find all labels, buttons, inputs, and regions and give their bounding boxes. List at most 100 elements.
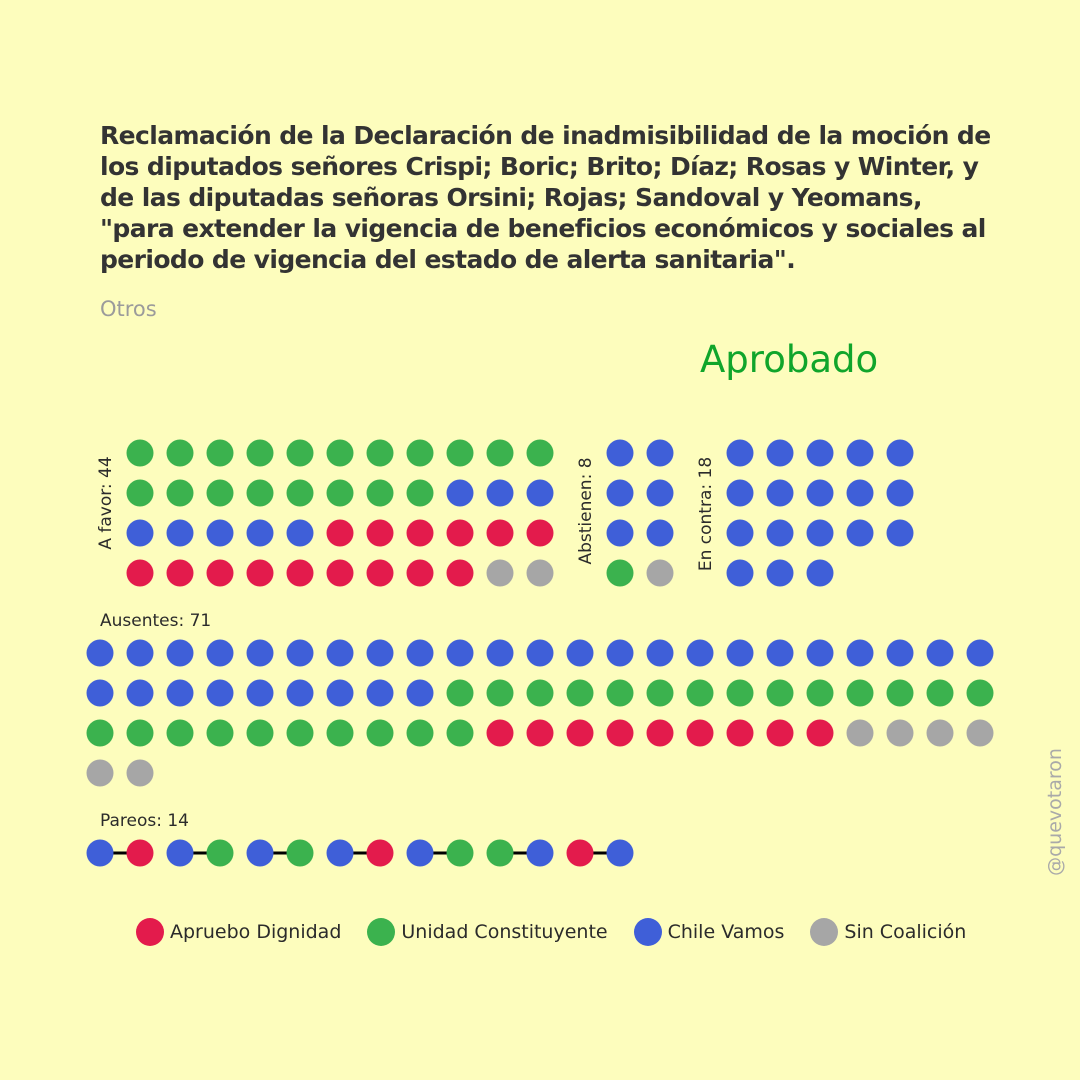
ausentes-seat-41 [806, 679, 834, 707]
favor-seat-21 [526, 479, 554, 507]
ausentes-seat-4 [246, 639, 274, 667]
legend-label: Apruebo Dignidad [170, 921, 342, 943]
ausentes-seat-54 [406, 719, 434, 747]
favor-seat-4 [286, 439, 314, 467]
ausentes-seat-11 [526, 639, 554, 667]
ausentes-seat-1 [126, 639, 154, 667]
ausentes-seat-45 [966, 679, 994, 707]
abstienen-seat-6 [606, 559, 634, 587]
ausentes-seat-58 [566, 719, 594, 747]
favor-seat-8 [446, 439, 474, 467]
ausentes-seat-10 [486, 639, 514, 667]
favor-seat-36 [246, 559, 274, 587]
favor-seat-31 [486, 519, 514, 547]
pareos-seat-3 [206, 839, 234, 867]
result-label: Aprobado [700, 338, 879, 381]
ausentes-seat-69 [86, 759, 114, 787]
pareos-seat-1 [126, 839, 154, 867]
contra-seat-8 [846, 479, 874, 507]
favor-seat-17 [366, 479, 394, 507]
ausentes-seat-7 [366, 639, 394, 667]
ausentes-seat-25 [166, 679, 194, 707]
favor-seat-13 [206, 479, 234, 507]
favor-seat-6 [366, 439, 394, 467]
contra-seat-12 [806, 519, 834, 547]
ausentes-seat-48 [166, 719, 194, 747]
ausentes-seat-66 [886, 719, 914, 747]
ausentes-seat-2 [166, 639, 194, 667]
legend-label: Unidad Constituyente [401, 921, 608, 943]
pareos-seat-13 [606, 839, 634, 867]
favor-seat-42 [486, 559, 514, 587]
ausentes-seat-9 [446, 639, 474, 667]
favor-seat-26 [286, 519, 314, 547]
contra-seat-9 [886, 479, 914, 507]
favor-seat-37 [286, 559, 314, 587]
ausentes-seat-12 [566, 639, 594, 667]
favor-seat-14 [246, 479, 274, 507]
group-label-ausentes: Ausentes: 71 [100, 611, 211, 631]
legend: Apruebo Dignidad Unidad Constituyente Chil… [136, 918, 992, 946]
ausentes-seat-64 [806, 719, 834, 747]
legend-item-cv: Chile Vamos [633, 918, 784, 946]
contra-seat-15 [726, 559, 754, 587]
favor-seat-5 [326, 439, 354, 467]
group-label-abstienen: Abstienen: 8 [576, 457, 596, 564]
ausentes-seat-57 [526, 719, 554, 747]
legend-swatch [367, 918, 396, 946]
pareos-seat-9 [446, 839, 474, 867]
group-label-contra: En contra: 18 [696, 457, 716, 571]
contra-seat-16 [766, 559, 794, 587]
ausentes-seat-3 [206, 639, 234, 667]
ausentes-seat-21 [926, 639, 954, 667]
contra-seat-5 [726, 479, 754, 507]
group-label-pareos: Pareos: 14 [100, 811, 189, 831]
ausentes-seat-43 [886, 679, 914, 707]
favor-seat-32 [526, 519, 554, 547]
favor-seat-1 [166, 439, 194, 467]
legend-swatch [810, 918, 839, 946]
legend-swatch [136, 918, 164, 946]
pareos-seat-11 [526, 839, 554, 867]
ausentes-seat-49 [206, 719, 234, 747]
favor-seat-34 [166, 559, 194, 587]
ausentes-seat-70 [126, 759, 154, 787]
pareos-seat-6 [326, 839, 354, 867]
favor-seat-2 [206, 439, 234, 467]
favor-seat-10 [526, 439, 554, 467]
ausentes-seat-30 [366, 679, 394, 707]
favor-seat-20 [486, 479, 514, 507]
ausentes-seat-53 [366, 719, 394, 747]
favor-seat-9 [486, 439, 514, 467]
vote-title: Reclamación de la Declaración de inadmis… [100, 121, 991, 274]
contra-seat-0 [726, 439, 754, 467]
abstienen-seat-3 [646, 479, 674, 507]
ausentes-seat-24 [126, 679, 154, 707]
ausentes-seat-59 [606, 719, 634, 747]
favor-seat-12 [166, 479, 194, 507]
ausentes-seat-39 [726, 679, 754, 707]
contra-seat-1 [766, 439, 794, 467]
favor-seat-38 [326, 559, 354, 587]
contra-seat-6 [766, 479, 794, 507]
contra-seat-10 [726, 519, 754, 547]
abstienen-seat-7 [646, 559, 674, 587]
contra-seat-17 [806, 559, 834, 587]
contra-seat-3 [846, 439, 874, 467]
contra-seat-13 [846, 519, 874, 547]
favor-seat-35 [206, 559, 234, 587]
ausentes-seat-26 [206, 679, 234, 707]
favor-seat-7 [406, 439, 434, 467]
abstienen-seat-0 [606, 439, 634, 467]
ausentes-seat-19 [846, 639, 874, 667]
legend-item-uc: Unidad Constituyente [367, 918, 608, 946]
dot-layer [86, 439, 994, 867]
pareos-seat-4 [246, 839, 274, 867]
ausentes-seat-50 [246, 719, 274, 747]
ausentes-seat-65 [846, 719, 874, 747]
ausentes-seat-40 [766, 679, 794, 707]
favor-seat-39 [366, 559, 394, 587]
favor-seat-43 [526, 559, 554, 587]
contra-seat-4 [886, 439, 914, 467]
contra-seat-14 [886, 519, 914, 547]
